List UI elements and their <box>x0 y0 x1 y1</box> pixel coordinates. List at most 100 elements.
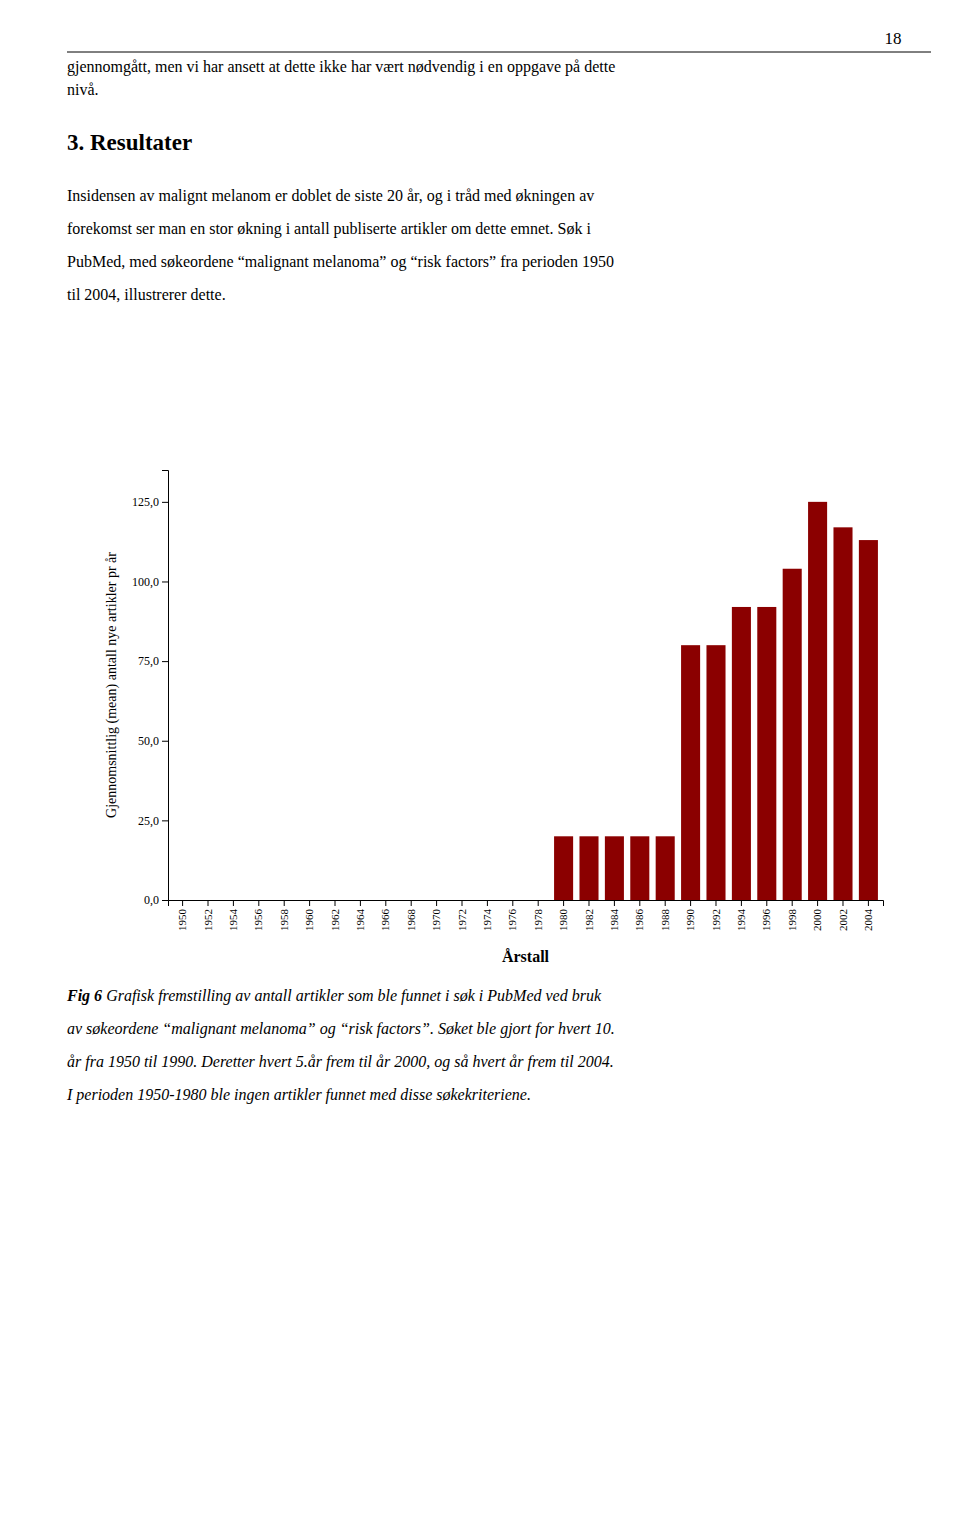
x-tick: 1978 <box>532 900 544 931</box>
x-tick: 1980 <box>557 900 569 931</box>
y-tick-mark <box>162 502 168 503</box>
bar <box>808 502 827 900</box>
x-tick-label: 1986 <box>633 909 645 932</box>
x-tick: 1976 <box>506 900 518 931</box>
x-tick-label: 1988 <box>659 909 671 932</box>
x-tick-mark <box>182 900 183 906</box>
x-tick-label: 1974 <box>481 909 493 932</box>
bar <box>275 900 294 901</box>
x-tick-mark <box>208 900 209 906</box>
y-tick-mark <box>162 661 168 662</box>
y-axis-title: Gjennomsnittlig (mean) antall nye artikl… <box>104 552 120 818</box>
x-tick-mark <box>690 900 691 906</box>
bar <box>300 900 319 901</box>
bar <box>224 900 243 901</box>
x-tick: 1994 <box>735 900 747 931</box>
bar <box>529 900 548 901</box>
x-tick-mark <box>436 900 437 906</box>
caption-label: Fig 6 <box>66 987 102 1005</box>
bar <box>706 645 725 900</box>
y-tick-label: 0,0 <box>144 893 159 907</box>
caption-line: år fra 1950 til 1990. Deretter hvert 5.å… <box>67 1053 614 1071</box>
x-tick: 1968 <box>405 900 417 931</box>
x-tick-mark <box>335 900 336 906</box>
x-tick-label: 1976 <box>506 909 518 932</box>
x-tick-mark <box>385 900 386 906</box>
x-tick: 1984 <box>608 900 620 931</box>
x-tick: 1990 <box>684 900 696 931</box>
y-tick-label: 75,0 <box>138 654 159 668</box>
bar <box>656 836 675 900</box>
x-tick-mark <box>233 900 234 906</box>
x-tick-label: 2004 <box>862 909 874 932</box>
x-tick: 1982 <box>583 900 595 931</box>
x-tick: 1964 <box>354 900 366 931</box>
x-tick-mark <box>842 900 843 906</box>
x-tick: 1962 <box>329 900 341 931</box>
body-text: til 2004, illustrerer dette. <box>67 286 226 303</box>
x-tick-label: 2002 <box>837 909 849 931</box>
x-tick: 2002 <box>837 900 849 931</box>
caption-line: Fig 6 Grafisk fremstilling av antall art… <box>66 987 602 1005</box>
y-tick-label: 125,0 <box>132 495 159 509</box>
bar <box>198 900 217 901</box>
x-tick: 1966 <box>379 900 391 931</box>
x-tick-mark <box>614 900 615 906</box>
x-tick-mark <box>411 900 412 906</box>
x-tick-mark <box>715 900 716 906</box>
x-tick-mark <box>868 900 869 906</box>
x-tick-mark <box>487 900 488 906</box>
x-tick-label: 1994 <box>735 909 747 932</box>
y-tick-label: 50,0 <box>138 734 159 748</box>
x-tick: 1988 <box>659 900 671 931</box>
x-tick-label: 1978 <box>532 909 544 932</box>
y-axis: 0,0 25,0 50,0 75,0 100,0 125,0 <box>132 471 169 908</box>
body-text: PubMed, med søkeordene “malignant melano… <box>67 253 614 271</box>
x-axis-title: Årstall <box>502 948 550 965</box>
x-tick-label: 1984 <box>608 909 620 932</box>
x-tick-mark <box>538 900 539 906</box>
x-tick-label: 1966 <box>379 909 391 932</box>
x-tick-label: 1968 <box>405 909 417 932</box>
x-tick-mark <box>792 900 793 906</box>
y-tick-mark <box>162 900 168 901</box>
bar <box>478 900 497 901</box>
x-tick: 1960 <box>303 900 315 931</box>
y-tick: 0,0 <box>144 893 168 907</box>
body-text: Insidensen av malignt melanom er doblet … <box>67 187 594 205</box>
x-tick: 1956 <box>252 900 264 931</box>
y-tick-mark <box>162 820 168 821</box>
x-tick-mark <box>665 900 666 906</box>
bar <box>681 645 700 900</box>
y-tick-label: 100,0 <box>132 575 159 589</box>
x-tick-label: 1950 <box>176 909 188 932</box>
bar <box>427 900 446 901</box>
page-number: 18 <box>885 29 902 48</box>
x-tick-label: 1960 <box>303 909 315 932</box>
x-tick-label: 1952 <box>202 909 214 931</box>
continuation-text: gjennomgått, men vi har ansett at dette … <box>67 58 615 76</box>
y-tick-label: 25,0 <box>138 814 159 828</box>
continuation-text: nivå. <box>67 81 99 98</box>
x-tick-mark <box>741 900 742 906</box>
bar <box>630 836 649 900</box>
x-tick: 1992 <box>710 900 722 931</box>
x-tick: 1958 <box>278 900 290 931</box>
header-rule <box>67 52 931 53</box>
bar <box>579 836 598 900</box>
x-tick: 1974 <box>481 900 493 931</box>
x-tick-label: 1990 <box>684 909 696 932</box>
x-tick-mark <box>766 900 767 906</box>
x-tick-label: 1996 <box>760 909 772 932</box>
bar <box>605 836 624 900</box>
x-tick-mark <box>360 900 361 906</box>
chart: 0,025,050,075,0100,0125,0195019521954195… <box>104 471 884 966</box>
bar <box>351 900 370 901</box>
bar <box>503 900 522 901</box>
x-axis: 1950195219541956195819601962196419661968… <box>169 900 884 931</box>
x-tick: 1950 <box>176 900 188 931</box>
x-tick-mark <box>309 900 310 906</box>
x-axis-line <box>169 901 884 907</box>
x-tick-label: 1970 <box>430 909 442 932</box>
x-tick-label: 1964 <box>354 909 366 932</box>
